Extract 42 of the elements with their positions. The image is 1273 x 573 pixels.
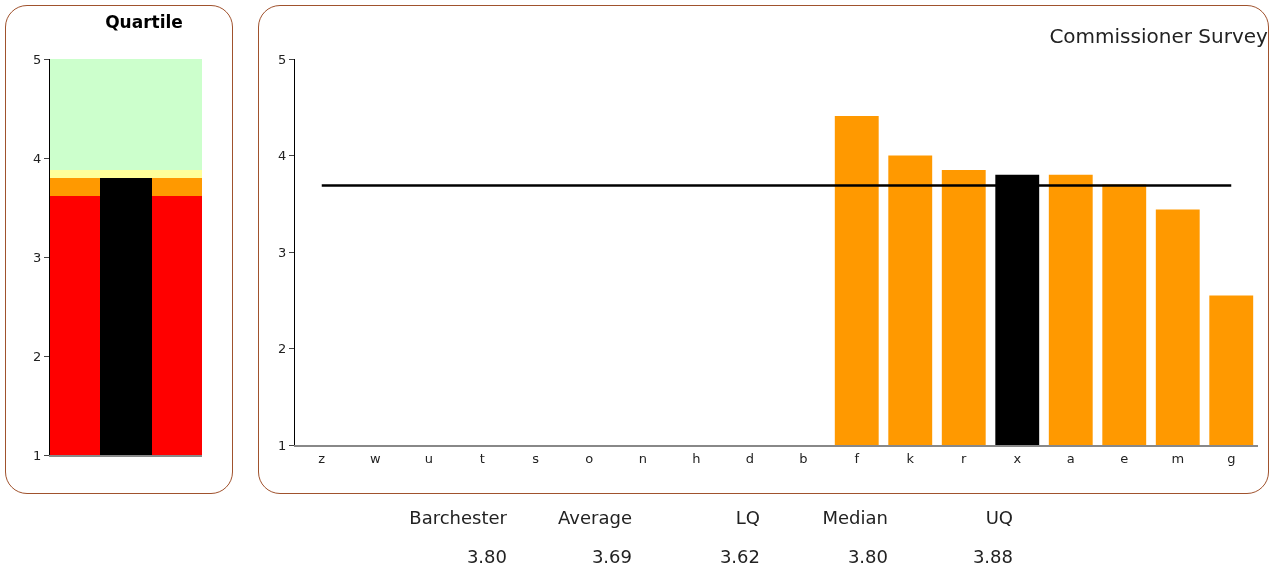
x-tick-label: b: [799, 450, 808, 466]
x-tick-label: u: [424, 450, 433, 466]
x-tick-label: z: [318, 450, 326, 466]
x-tick-label: t: [479, 450, 485, 466]
bar: [50, 169, 202, 178]
x-tick-label: h: [692, 450, 701, 466]
y-tick-label: 4: [278, 148, 287, 164]
y-tick-label: 2: [33, 348, 42, 364]
y-tick-label: 1: [33, 447, 42, 463]
text: UQ: [985, 507, 1013, 528]
text: 3.80: [847, 546, 888, 567]
text: 3.80: [466, 546, 507, 567]
y-tick-label: 5: [33, 51, 42, 67]
x-tick-label: n: [638, 450, 647, 466]
x-tick-label: d: [745, 450, 754, 466]
text: Barchester: [409, 507, 507, 528]
text: Average: [558, 507, 632, 528]
x-tick-label: x: [1013, 450, 1022, 466]
chart-title: Quartile: [105, 12, 183, 33]
y-tick-label: 3: [278, 244, 287, 260]
text: Median: [822, 507, 888, 528]
x-tick-label: f: [854, 450, 860, 466]
y-tick-label: 5: [278, 51, 287, 67]
text: 3.69: [591, 546, 632, 567]
x-tick-label: a: [1066, 450, 1075, 466]
y-tick-label: 4: [33, 150, 42, 166]
y-tick-label: 2: [278, 341, 287, 357]
x-tick-label: w: [369, 450, 381, 466]
text: 3.88: [972, 546, 1013, 567]
text: 3.62: [719, 546, 760, 567]
y-tick-label: 1: [278, 437, 287, 453]
x-tick-label: k: [906, 450, 915, 466]
x-tick-label: s: [532, 450, 540, 466]
x-tick-label: g: [1227, 450, 1236, 466]
x-tick-label: o: [585, 450, 594, 466]
y-tick-label: 3: [33, 249, 42, 265]
x-tick-label: r: [961, 450, 968, 466]
x-tick-label: e: [1120, 450, 1129, 466]
text: LQ: [735, 507, 760, 528]
bar: [50, 59, 202, 170]
x-tick-label: m: [1171, 450, 1185, 466]
chart-title: Commissioner Survey: [1049, 23, 1269, 48]
